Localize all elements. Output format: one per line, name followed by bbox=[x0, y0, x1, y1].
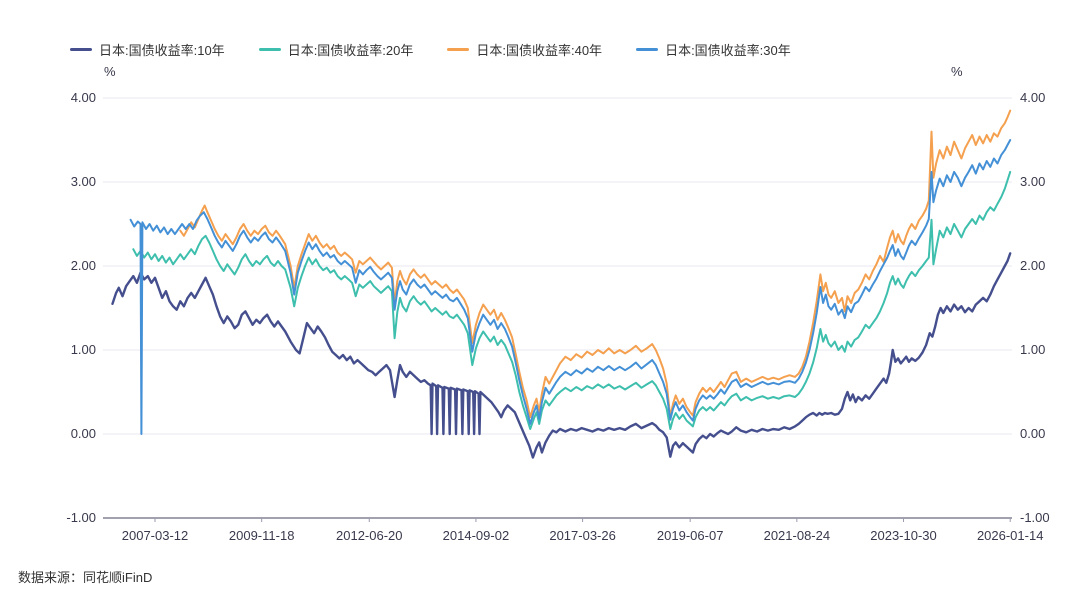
y-axis-label-left-1.00: 1.00 bbox=[70, 342, 96, 357]
y-axis-label-right-4.00: 4.00 bbox=[1020, 90, 1046, 105]
series-line-jgb-20y bbox=[132, 170, 1012, 430]
x-axis-label-2014-09-02: 2014-09-02 bbox=[442, 528, 510, 543]
series-line-jgb-10y bbox=[111, 252, 1012, 459]
legend-swatch-jgb-20y bbox=[258, 48, 281, 51]
x-axis-label-2026-01-14: 2026-01-14 bbox=[976, 528, 1044, 543]
y-axis-label-right-1.00: 1.00 bbox=[1020, 342, 1046, 357]
legend-item-jgb-40y[interactable]: 日本:国债收益率:40年 bbox=[447, 40, 602, 59]
legend-label-jgb-10y: 日本:国债收益率:10年 bbox=[99, 43, 225, 58]
x-axis-label-2017-03-26: 2017-03-26 bbox=[549, 528, 616, 543]
legend: 日本:国债收益率:10年 日本:国债收益率:20年 日本:国债收益率:40年 日… bbox=[70, 40, 791, 59]
y-axis-label-left--1.00: -1.00 bbox=[66, 510, 96, 525]
y-axis-label-right--1.00: -1.00 bbox=[1020, 510, 1050, 525]
series-line-jgb-40y bbox=[179, 109, 1012, 419]
y-axis-label-left-2.00: 2.00 bbox=[70, 258, 96, 273]
y-axis-label-left-4.00: 4.00 bbox=[70, 90, 96, 105]
legend-swatch-jgb-10y bbox=[70, 48, 92, 51]
x-axis-label-2019-06-07: 2019-06-07 bbox=[656, 528, 724, 543]
legend-label-jgb-30y: 日本:国债收益率:30年 bbox=[665, 43, 791, 58]
x-axis-label-2023-10-30: 2023-10-30 bbox=[870, 528, 937, 543]
y-axis-label-right-2.00: 2.00 bbox=[1020, 258, 1046, 273]
y-axis-label-right-3.00: 3.00 bbox=[1020, 174, 1046, 189]
legend-item-jgb-20y[interactable]: 日本:国债收益率:20年 bbox=[258, 40, 414, 59]
y-axis-label-left-3.00: 3.00 bbox=[70, 174, 96, 189]
y-axis-unit-left: % bbox=[104, 64, 116, 79]
x-axis-label-2009-11-18: 2009-11-18 bbox=[228, 528, 295, 543]
legend-item-jgb-10y[interactable]: 日本:国债收益率:10年 bbox=[70, 40, 225, 59]
x-axis-label-2012-06-20: 2012-06-20 bbox=[336, 528, 403, 543]
legend-swatch-jgb-30y bbox=[636, 48, 659, 51]
legend-label-jgb-20y: 日本:国债收益率:20年 bbox=[287, 43, 414, 58]
series-line-jgb-30y bbox=[129, 139, 1012, 435]
data-source-note: 数据来源：同花顺iFinD bbox=[18, 570, 153, 585]
legend-swatch-jgb-40y bbox=[447, 48, 470, 51]
legend-label-jgb-40y: 日本:国债收益率:40年 bbox=[476, 43, 603, 58]
y-axis-label-right-0.00: 0.00 bbox=[1020, 426, 1046, 441]
legend-item-jgb-30y[interactable]: 日本:国债收益率:30年 bbox=[636, 40, 791, 59]
y-axis-label-left-0.00: 0.00 bbox=[70, 426, 96, 441]
x-axis-label-2007-03-12: 2007-03-12 bbox=[121, 528, 189, 543]
y-axis-unit-right: % bbox=[951, 64, 963, 79]
x-axis-label-2021-08-24: 2021-08-24 bbox=[763, 528, 831, 543]
